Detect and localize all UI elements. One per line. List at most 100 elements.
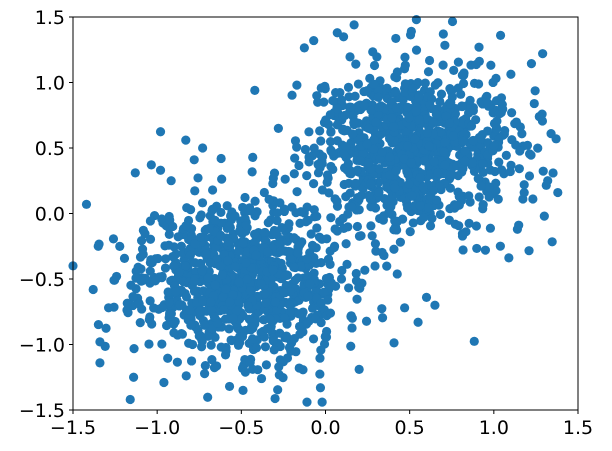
data-point: [496, 165, 507, 175]
data-point: [175, 299, 185, 310]
data-point: [474, 56, 484, 66]
data-point: [206, 324, 217, 334]
data-point: [237, 332, 248, 342]
data-point: [322, 234, 332, 244]
data-point: [224, 324, 234, 334]
data-point: [125, 394, 135, 405]
data-point: [189, 276, 199, 286]
data-point: [299, 43, 309, 53]
data-point: [224, 221, 234, 231]
data-point: [101, 323, 111, 333]
data-point: [347, 202, 357, 212]
data-point: [424, 170, 435, 180]
data-point: [307, 303, 318, 313]
data-point: [209, 312, 219, 322]
data-point: [314, 232, 325, 242]
data-point: [466, 121, 477, 131]
data-point: [146, 160, 156, 170]
data-point: [250, 196, 260, 206]
data-point: [321, 273, 332, 284]
data-point: [484, 192, 494, 202]
data-point: [309, 252, 319, 263]
data-point: [163, 353, 173, 363]
data-point: [385, 152, 395, 162]
data-point: [418, 182, 428, 192]
data-point: [366, 221, 376, 231]
data-point: [319, 97, 329, 107]
data-point: [440, 137, 450, 147]
data-point: [402, 167, 412, 177]
data-point: [411, 15, 421, 25]
data-point: [293, 248, 303, 258]
data-point: [353, 79, 364, 89]
data-point: [316, 298, 326, 308]
data-point: [391, 103, 402, 113]
data-point: [129, 372, 139, 382]
data-point: [218, 292, 228, 302]
data-point: [530, 86, 540, 96]
data-point: [243, 301, 253, 311]
data-point: [346, 311, 356, 321]
data-point: [400, 60, 410, 70]
data-point: [478, 159, 488, 169]
data-point: [181, 261, 191, 271]
data-point: [210, 332, 220, 342]
data-point: [534, 111, 544, 122]
data-point: [338, 213, 348, 223]
data-point: [382, 261, 392, 271]
data-point: [351, 59, 361, 69]
data-point: [153, 253, 163, 264]
data-point: [352, 221, 363, 232]
data-point: [440, 160, 450, 170]
data-point: [166, 309, 176, 319]
data-point: [220, 350, 231, 360]
data-point: [313, 168, 324, 178]
data-point: [292, 80, 302, 90]
data-point: [424, 55, 435, 66]
data-point: [308, 179, 319, 189]
data-point: [317, 185, 328, 195]
data-point: [533, 143, 543, 153]
data-point: [157, 302, 167, 313]
data-point: [543, 176, 553, 186]
data-point: [259, 187, 269, 198]
data-point: [131, 273, 141, 283]
data-point: [551, 134, 561, 144]
data-point: [459, 129, 469, 139]
data-point: [340, 110, 350, 120]
data-point: [312, 91, 322, 101]
data-point: [285, 307, 295, 317]
data-point: [506, 69, 516, 79]
data-point: [173, 232, 183, 242]
data-point: [295, 239, 305, 250]
data-point: [240, 192, 250, 203]
data-point: [458, 245, 468, 255]
data-point: [136, 236, 147, 246]
data-point: [168, 252, 178, 262]
data-point: [289, 262, 299, 272]
data-point: [207, 205, 217, 216]
data-point: [260, 227, 270, 238]
data-point: [452, 201, 462, 211]
data-point: [122, 298, 132, 308]
y-axis: −1.5 −1.0 −0.5 0.0 0.5 1.0 1.5: [19, 7, 73, 422]
data-point: [221, 284, 231, 295]
data-point: [498, 104, 508, 114]
data-point: [420, 78, 430, 88]
data-point: [389, 244, 399, 254]
data-point: [435, 209, 446, 220]
data-point: [390, 183, 400, 193]
data-point: [423, 67, 434, 77]
data-point: [496, 93, 507, 103]
data-point: [512, 224, 523, 234]
data-point: [341, 142, 351, 152]
data-point: [245, 285, 256, 296]
data-point: [406, 158, 416, 168]
data-point: [110, 275, 120, 285]
data-point: [423, 202, 433, 213]
data-point: [373, 110, 383, 120]
data-point: [313, 159, 323, 169]
data-point: [361, 316, 372, 326]
data-point: [529, 98, 539, 109]
